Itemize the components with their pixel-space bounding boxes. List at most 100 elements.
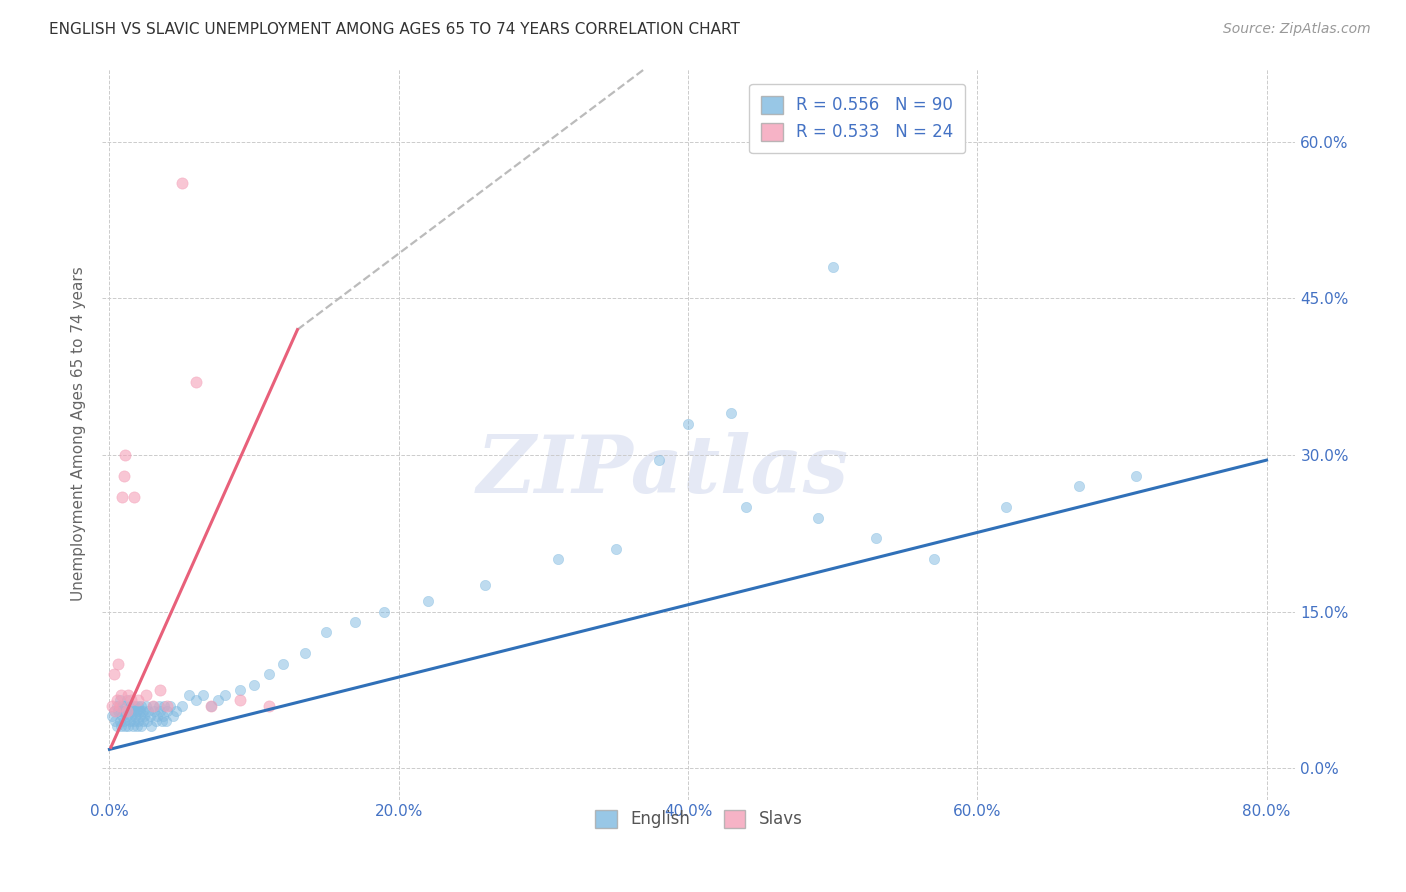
Point — [120, 709, 142, 723]
Point — [121, 719, 143, 733]
Point — [118, 698, 141, 713]
Point — [648, 453, 671, 467]
Point — [676, 417, 699, 431]
Point — [117, 719, 139, 733]
Point — [177, 688, 200, 702]
Point — [101, 698, 124, 713]
Point — [128, 704, 150, 718]
Point — [156, 704, 179, 718]
Point — [134, 709, 156, 723]
Point — [148, 698, 170, 713]
Point — [315, 625, 337, 640]
Point — [107, 704, 129, 718]
Point — [214, 688, 236, 702]
Point — [105, 719, 128, 733]
Point — [122, 704, 145, 718]
Point — [228, 682, 250, 697]
Point — [105, 693, 128, 707]
Point — [155, 714, 177, 729]
Point — [103, 667, 125, 681]
Point — [135, 698, 157, 713]
Point — [294, 646, 316, 660]
Point — [132, 714, 155, 729]
Point — [117, 688, 139, 702]
Point — [111, 490, 134, 504]
Point — [228, 693, 250, 707]
Point — [373, 605, 395, 619]
Text: ZIPatlas: ZIPatlas — [477, 432, 849, 509]
Point — [120, 693, 142, 707]
Point — [104, 714, 127, 729]
Point — [135, 688, 157, 702]
Point — [243, 678, 266, 692]
Point — [114, 719, 136, 733]
Point — [125, 719, 148, 733]
Point — [101, 709, 124, 723]
Point — [605, 541, 627, 556]
Point — [121, 698, 143, 713]
Point — [207, 693, 229, 707]
Point — [122, 490, 145, 504]
Point — [117, 704, 139, 718]
Point — [186, 375, 208, 389]
Point — [104, 704, 127, 718]
Point — [103, 704, 125, 718]
Point — [138, 704, 160, 718]
Point — [118, 714, 141, 729]
Point — [127, 693, 149, 707]
Text: Source: ZipAtlas.com: Source: ZipAtlas.com — [1223, 22, 1371, 37]
Point — [1067, 479, 1090, 493]
Point — [115, 709, 138, 723]
Point — [145, 714, 167, 729]
Point — [141, 719, 163, 733]
Point — [922, 552, 945, 566]
Point — [124, 698, 146, 713]
Point — [124, 709, 146, 723]
Point — [162, 709, 184, 723]
Point — [153, 698, 176, 713]
Point — [146, 709, 169, 723]
Point — [995, 500, 1018, 515]
Point — [111, 698, 134, 713]
Point — [142, 698, 165, 713]
Point — [865, 532, 887, 546]
Point — [159, 698, 181, 713]
Point — [474, 578, 496, 592]
Point — [108, 698, 131, 713]
Point — [193, 688, 215, 702]
Point — [720, 406, 742, 420]
Point — [112, 714, 135, 729]
Point — [149, 704, 172, 718]
Point — [125, 704, 148, 718]
Point — [152, 709, 174, 723]
Y-axis label: Unemployment Among Ages 65 to 74 years: Unemployment Among Ages 65 to 74 years — [72, 267, 86, 601]
Point — [127, 698, 149, 713]
Point — [821, 260, 844, 274]
Point — [115, 704, 138, 718]
Point — [107, 657, 129, 671]
Point — [170, 698, 193, 713]
Point — [110, 704, 132, 718]
Point — [416, 594, 439, 608]
Point — [120, 704, 142, 718]
Point — [129, 698, 152, 713]
Point — [112, 468, 135, 483]
Point — [200, 698, 222, 713]
Point — [108, 714, 131, 729]
Point — [111, 709, 134, 723]
Point — [114, 698, 136, 713]
Point — [1125, 468, 1147, 483]
Point — [105, 698, 128, 713]
Point — [110, 688, 132, 702]
Point — [186, 693, 208, 707]
Point — [108, 693, 131, 707]
Point — [136, 714, 159, 729]
Text: ENGLISH VS SLAVIC UNEMPLOYMENT AMONG AGES 65 TO 74 YEARS CORRELATION CHART: ENGLISH VS SLAVIC UNEMPLOYMENT AMONG AGE… — [49, 22, 740, 37]
Point — [129, 719, 152, 733]
Point — [139, 709, 162, 723]
Point — [807, 510, 830, 524]
Point — [127, 714, 149, 729]
Point — [257, 667, 280, 681]
Point — [143, 704, 166, 718]
Point — [115, 693, 138, 707]
